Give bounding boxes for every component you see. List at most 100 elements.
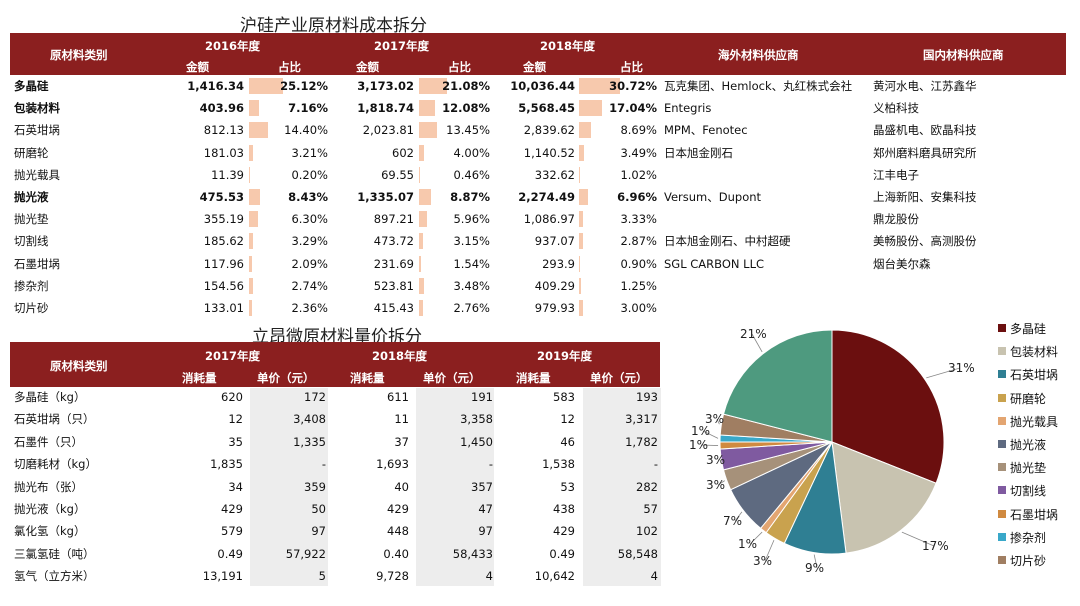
amount-cell: 69.55 bbox=[381, 167, 414, 182]
row-category: 多晶硅 bbox=[14, 79, 49, 93]
header-overseas: 海外材料供应商 bbox=[718, 48, 799, 62]
qty-cell: 448 bbox=[387, 524, 409, 539]
row-category: 氯化氢（kg） bbox=[14, 524, 86, 539]
qty-cell: 11 bbox=[394, 412, 409, 427]
price-cell: 58,548 bbox=[617, 546, 658, 561]
share-bar bbox=[419, 300, 423, 316]
pie-slice bbox=[831, 329, 945, 484]
domestic-supplier: 鼎龙股份 bbox=[873, 212, 919, 227]
leader-line bbox=[749, 531, 763, 545]
share-cell: 7.16% bbox=[288, 101, 328, 116]
leader-line bbox=[764, 539, 775, 562]
header-category: 原材料类别 bbox=[50, 359, 108, 373]
share-cell: 2.87% bbox=[620, 234, 657, 249]
amount-cell: 1,416.34 bbox=[187, 79, 244, 93]
header-amount: 金额 bbox=[186, 60, 209, 74]
share-bar bbox=[419, 277, 424, 294]
price-cell: 359 bbox=[304, 479, 326, 494]
share-bar bbox=[249, 189, 261, 205]
domestic-supplier: 晶盛机电、欧晶科技 bbox=[873, 123, 977, 138]
legend-swatch bbox=[998, 509, 1006, 518]
qty-cell: 579 bbox=[221, 524, 243, 539]
share-cell: 2.09% bbox=[291, 256, 328, 271]
amount-cell: 1,335.07 bbox=[357, 190, 414, 204]
pie-data-label: 3% bbox=[705, 412, 724, 426]
pie-data-label: 9% bbox=[805, 561, 824, 575]
share-cell: 2.74% bbox=[291, 278, 328, 293]
amount-cell: 332.62 bbox=[534, 167, 575, 182]
share-cell: 8.69% bbox=[620, 123, 657, 138]
legend-swatch bbox=[998, 486, 1006, 495]
share-bar bbox=[579, 166, 581, 183]
qty-cell: 611 bbox=[387, 390, 409, 404]
leader-line bbox=[734, 511, 743, 522]
qty-cell: 34 bbox=[228, 479, 243, 494]
domestic-supplier: 江丰电子 bbox=[873, 167, 919, 182]
price-cell: - bbox=[488, 457, 493, 472]
header-amount: 金额 bbox=[356, 60, 379, 74]
table1-header: 原材料类别 2016年度 金额 占比 2017年度 金额 占比 2018年度 金额 占比 海外材料供… bbox=[10, 33, 1066, 75]
legend-swatch bbox=[998, 324, 1006, 332]
share-cell: 21.08% bbox=[442, 79, 490, 93]
price-column-shade bbox=[583, 388, 661, 586]
share-cell: 0.46% bbox=[453, 167, 490, 182]
amount-cell: 812.13 bbox=[203, 123, 244, 138]
share-cell: 3.48% bbox=[453, 278, 490, 293]
amount-cell: 231.69 bbox=[373, 256, 414, 271]
qty-cell: 429 bbox=[553, 524, 575, 539]
share-cell: 1.02% bbox=[620, 167, 657, 182]
price-column-shade bbox=[250, 388, 328, 586]
share-bar bbox=[579, 233, 583, 250]
row-category: 石墨件（只） bbox=[14, 434, 83, 449]
amount-cell: 5,568.45 bbox=[518, 101, 575, 116]
amount-cell: 11.39 bbox=[211, 167, 244, 182]
header-year: 2018年度 bbox=[372, 349, 428, 363]
price-cell: 58,433 bbox=[452, 546, 493, 561]
share-cell: 2.36% bbox=[291, 301, 328, 315]
amount-cell: 3,173.02 bbox=[357, 79, 414, 93]
amount-cell: 1,140.52 bbox=[523, 145, 575, 160]
amount-cell: 133.01 bbox=[203, 301, 244, 315]
share-cell: 5.96% bbox=[453, 212, 490, 227]
row-category: 掺杂剂 bbox=[14, 278, 49, 293]
header-share: 占比 bbox=[620, 60, 643, 74]
share-cell: 25.12% bbox=[280, 79, 328, 93]
share-cell: 30.72% bbox=[609, 79, 657, 93]
share-bar bbox=[579, 255, 581, 272]
share-bar bbox=[249, 211, 258, 228]
legend-label: 切割线 bbox=[1010, 484, 1047, 499]
price-cell: 1,782 bbox=[625, 434, 658, 449]
pie-data-label: 21% bbox=[740, 327, 767, 341]
pie-data-label: 7% bbox=[723, 514, 742, 528]
share-cell: 13.45% bbox=[446, 123, 490, 138]
price-cell: - bbox=[653, 457, 658, 472]
pie-slice bbox=[831, 441, 937, 554]
table1-title: 沪硅产业原材料成本拆分 bbox=[240, 16, 427, 36]
legend-item: 切片砂 bbox=[998, 552, 1078, 570]
amount-cell: 154.56 bbox=[203, 278, 244, 293]
legend-label: 抛光液 bbox=[1010, 438, 1047, 452]
qty-cell: 0.40 bbox=[383, 546, 409, 561]
amount-cell: 10,036.44 bbox=[510, 79, 575, 93]
row-category: 切片砂 bbox=[14, 301, 49, 315]
qty-cell: 12 bbox=[228, 412, 243, 427]
qty-cell: 438 bbox=[553, 502, 575, 516]
price-cell: 3,408 bbox=[293, 412, 326, 427]
legend-label: 多晶硅 bbox=[1010, 322, 1047, 336]
legend-item: 研磨轮 bbox=[998, 390, 1078, 408]
legend-label: 切片砂 bbox=[1010, 554, 1047, 568]
header-qty: 消耗量 bbox=[350, 371, 385, 385]
row-category: 三氯氢硅（吨） bbox=[14, 546, 95, 561]
overseas-supplier: 日本旭金刚石 bbox=[664, 145, 733, 160]
legend-swatch bbox=[998, 556, 1006, 564]
price-cell: 5 bbox=[318, 569, 326, 584]
amount-cell: 475.53 bbox=[199, 190, 244, 204]
table2-header: 原材料类别 2017年度 消耗量 单价（元） 2018年度 消耗量 单价（元） 2019年度消… bbox=[10, 342, 660, 387]
row-category: 抛光垫 bbox=[14, 212, 49, 227]
qty-cell: 429 bbox=[387, 502, 409, 516]
row-category: 抛光液（kg） bbox=[14, 502, 86, 516]
share-cell: 8.43% bbox=[288, 190, 328, 204]
amount-cell: 117.96 bbox=[203, 256, 244, 271]
share-bar bbox=[419, 100, 436, 117]
domestic-supplier: 美畅股份、高测股份 bbox=[873, 234, 977, 249]
